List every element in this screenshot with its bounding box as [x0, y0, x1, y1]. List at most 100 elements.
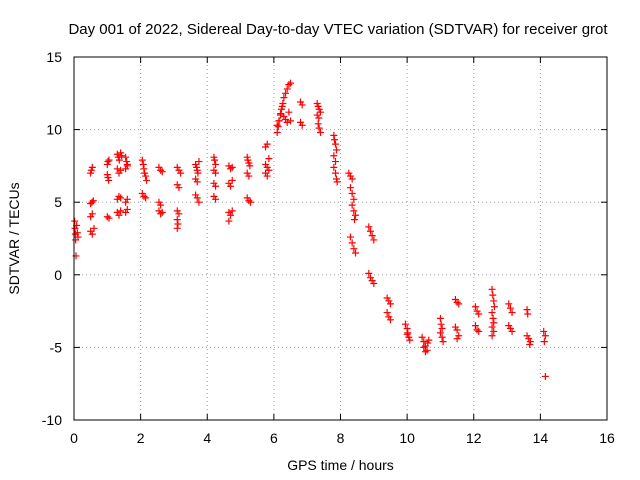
data-point	[273, 129, 281, 137]
data-point	[265, 155, 273, 163]
y-tick-label: 5	[54, 194, 62, 210]
data-point	[247, 198, 255, 206]
data-point	[523, 306, 531, 314]
data-point	[195, 158, 203, 166]
data-point	[115, 192, 123, 200]
data-point	[285, 81, 293, 89]
data-point	[115, 211, 123, 219]
data-point	[386, 316, 394, 324]
data-point	[488, 323, 496, 331]
data-point	[212, 182, 220, 190]
data-point	[453, 298, 461, 306]
data-point	[274, 123, 282, 131]
data-point	[333, 178, 341, 186]
data-point	[228, 163, 236, 171]
data-point	[118, 152, 126, 160]
data-point	[350, 216, 358, 224]
data-point	[475, 327, 483, 335]
data-point	[138, 156, 146, 164]
data-point	[524, 310, 532, 318]
data-point	[330, 152, 338, 160]
data-point	[471, 303, 479, 311]
data-point	[418, 333, 426, 341]
data-point	[526, 340, 534, 348]
x-tick-label: 16	[599, 430, 615, 446]
x-tick-label: 4	[203, 430, 211, 446]
data-point	[421, 348, 429, 356]
data-point	[365, 223, 373, 231]
data-point	[173, 224, 181, 232]
data-point	[158, 168, 166, 176]
data-point	[140, 165, 148, 173]
data-point	[368, 232, 376, 240]
data-point	[117, 207, 125, 215]
data-point	[488, 309, 496, 317]
data-point	[436, 314, 444, 322]
data-point	[401, 320, 409, 328]
data-point	[490, 297, 498, 305]
data-point	[212, 169, 220, 177]
y-tick-label: 10	[46, 122, 62, 138]
data-point	[212, 160, 220, 168]
data-point	[489, 314, 497, 322]
data-point	[174, 220, 182, 228]
data-point	[211, 156, 219, 164]
data-point	[331, 136, 339, 144]
data-point	[117, 194, 125, 202]
data-point	[173, 216, 181, 224]
data-point	[194, 169, 202, 177]
x-tick-label: 10	[399, 430, 415, 446]
data-point	[88, 198, 96, 206]
data-point	[263, 140, 271, 148]
data-point	[90, 224, 98, 232]
data-point	[158, 208, 166, 216]
x-tick-label: 2	[137, 430, 145, 446]
data-point	[263, 172, 271, 180]
data-point	[505, 300, 513, 308]
data-point	[245, 172, 253, 180]
data-point	[273, 121, 281, 129]
data-point	[157, 201, 165, 209]
data-point	[275, 117, 283, 125]
data-point	[245, 197, 253, 205]
y-tick-label: 0	[54, 267, 62, 283]
data-point	[332, 169, 340, 177]
data-point	[104, 158, 112, 166]
data-point	[314, 120, 322, 128]
data-point	[403, 330, 411, 338]
data-point	[383, 309, 391, 317]
data-point	[278, 102, 286, 110]
data-point	[490, 327, 498, 335]
data-point	[370, 280, 378, 288]
axis-ticks	[73, 56, 608, 421]
data-point	[315, 114, 323, 122]
data-point	[508, 327, 516, 335]
data-point	[105, 156, 113, 164]
data-point	[195, 198, 203, 206]
data-point	[490, 319, 498, 327]
data-point	[490, 303, 498, 311]
data-point	[225, 217, 233, 225]
data-point	[439, 338, 447, 346]
x-tick-label: 12	[466, 430, 482, 446]
data-point	[88, 210, 96, 218]
y-axis-label: SDTVAR / TECUs	[6, 182, 22, 294]
data-point	[453, 326, 461, 334]
x-tick-label: 14	[533, 430, 549, 446]
data-point	[348, 189, 356, 197]
data-points	[71, 79, 549, 380]
x-tick-label: 8	[337, 430, 345, 446]
data-point	[404, 329, 412, 337]
data-point	[74, 233, 82, 241]
data-point	[88, 163, 96, 171]
data-point	[175, 184, 183, 192]
y-tick-label: -10	[42, 412, 62, 428]
data-point	[420, 343, 428, 351]
data-point	[540, 327, 548, 335]
data-point	[228, 176, 236, 184]
data-point	[317, 129, 325, 137]
data-point	[541, 332, 549, 340]
data-point	[123, 205, 131, 213]
